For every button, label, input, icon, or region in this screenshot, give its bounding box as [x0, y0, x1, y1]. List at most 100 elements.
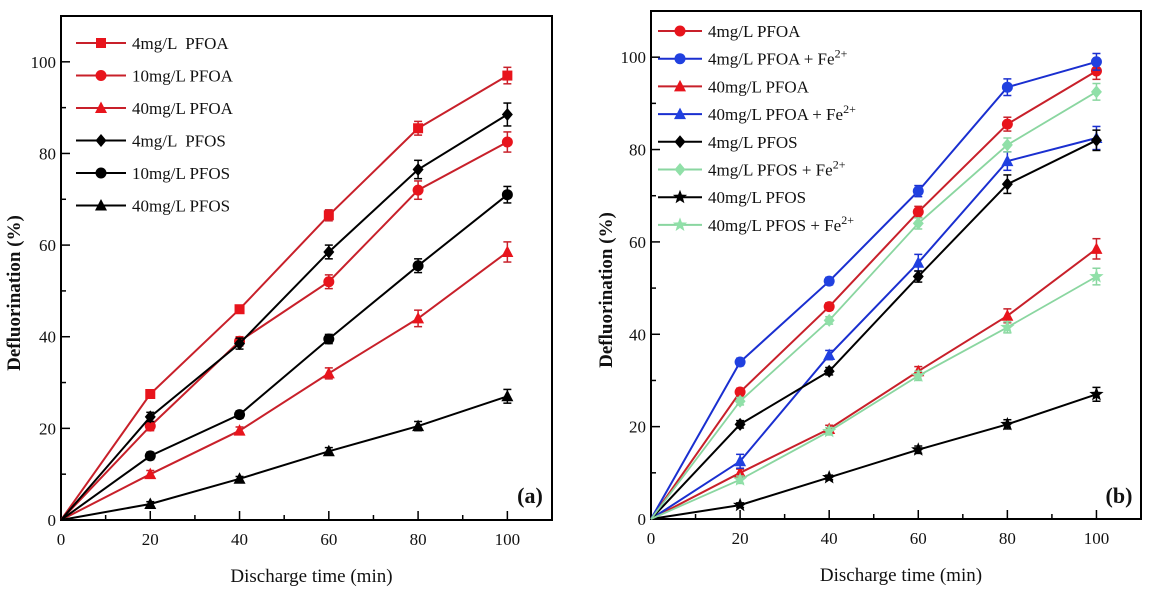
- data-point: [1090, 56, 1102, 68]
- legend-label-text: 10mg/L PFOS: [132, 164, 230, 183]
- legend-label: 40mg/L PFOS: [708, 188, 806, 207]
- data-point: [1001, 154, 1014, 167]
- data-point: [233, 472, 246, 484]
- data-point: [823, 364, 835, 378]
- legend-marker: [672, 217, 688, 231]
- legend-label: 10mg/L PFOA: [132, 67, 234, 86]
- data-point: [233, 424, 246, 436]
- legend-marker: [674, 79, 686, 92]
- y-tick-label: 40: [629, 325, 646, 344]
- legend-marker: [674, 107, 686, 120]
- data-point: [823, 301, 835, 313]
- legend-label: 4mg/L PFOA: [132, 34, 229, 53]
- y-tick-label: 40: [39, 328, 56, 347]
- data-point: [501, 245, 514, 257]
- series-line: [60, 251, 508, 521]
- legend-label: 40mg/L PFOS + Fe2+: [708, 213, 854, 235]
- y-axis-title: Defluorination (%): [596, 212, 617, 368]
- data-point: [502, 70, 513, 81]
- legend-entry: 4mg/L PFOS: [76, 132, 226, 151]
- data-point: [912, 270, 924, 284]
- series-1: [60, 131, 513, 521]
- data-point: [823, 348, 836, 361]
- series-line: [60, 193, 509, 521]
- y-tick-label: 60: [629, 233, 646, 252]
- data-point: [823, 313, 835, 327]
- data-point: [234, 337, 246, 351]
- legend-label-text: 4mg/L PFOA + Fe: [708, 50, 835, 69]
- data-point: [912, 216, 924, 230]
- legend-entry: 4mg/L PFOA: [76, 34, 229, 53]
- x-axis-title: Discharge time (min): [820, 565, 982, 586]
- legend-label-text: 40mg/L PFOA: [132, 99, 234, 118]
- panel-b: 0 20 40 60 80 100 0 20 40 60 80 100 Discharge time (…: [596, 10, 1142, 586]
- legend-label: 10mg/L PFOS: [132, 164, 230, 183]
- series-7: [650, 267, 1104, 520]
- data-point: [1090, 242, 1103, 254]
- data-point: [412, 184, 424, 196]
- legend-marker: [95, 167, 107, 179]
- legend-entry: 40mg/L PFOS + Fe2+: [658, 213, 854, 235]
- series-0: [650, 61, 1102, 520]
- data-point: [412, 311, 425, 324]
- data-point: [1001, 177, 1013, 191]
- data-point: [734, 417, 746, 431]
- x-tick-label: 100: [1084, 529, 1110, 548]
- legend-entry: 4mg/L PFOS: [658, 133, 798, 152]
- data-point: [412, 162, 424, 176]
- data-point: [734, 454, 747, 467]
- panel-label: (a): [517, 483, 543, 508]
- y-tick-label: 100: [31, 53, 57, 72]
- legend-label-text: 4mg/L PFOA: [708, 22, 801, 41]
- legend-marker: [672, 189, 688, 204]
- legend-entry: 4mg/L PFOS + Fe2+: [658, 158, 846, 180]
- legend-marker: [95, 70, 107, 81]
- data-point: [323, 210, 334, 221]
- legend-label: 40mg/L PFOA: [132, 99, 234, 118]
- legend-marker: [95, 199, 107, 211]
- legend-label: 40mg/L PFOA: [708, 77, 810, 96]
- data-point: [234, 304, 245, 315]
- data-point: [1089, 386, 1104, 401]
- series-1: [650, 52, 1102, 520]
- series-line: [650, 275, 1097, 520]
- series-line: [60, 113, 508, 521]
- data-point: [144, 467, 157, 480]
- x-tick-label: 40: [821, 529, 838, 548]
- legend-label-superscript: 2+: [835, 47, 848, 61]
- x-tick-label: 0: [57, 530, 66, 549]
- x-tick-label: 80: [410, 530, 427, 549]
- legend-label-text: 4mg/L PFOS: [708, 133, 798, 152]
- legend-entry: 40mg/L PFOA: [76, 99, 234, 118]
- legend-entry: 40mg/L PFOA + Fe2+: [658, 102, 856, 124]
- legend-marker: [674, 163, 686, 176]
- series-line: [650, 248, 1098, 520]
- data-point: [732, 472, 748, 486]
- legend-entry: 40mg/L PFOS: [658, 188, 806, 207]
- data-point: [234, 409, 246, 421]
- y-tick-label: 0: [638, 510, 647, 529]
- legend-label: 4mg/L PFOS: [708, 133, 798, 152]
- data-point: [322, 444, 335, 457]
- legend-label-text: 10mg/L PFOA: [132, 67, 234, 86]
- data-point: [412, 419, 425, 432]
- legend-marker: [95, 101, 107, 113]
- series-5: [60, 388, 514, 521]
- x-tick-label: 60: [320, 530, 337, 549]
- data-point: [1089, 269, 1104, 283]
- series-line: [650, 70, 1098, 520]
- y-tick-label: 100: [621, 48, 647, 67]
- series-line: [60, 141, 508, 521]
- legend-marker: [674, 25, 686, 37]
- data-point: [1001, 118, 1013, 130]
- data-point: [734, 356, 746, 368]
- data-point: [912, 256, 925, 268]
- legend-entry: 4mg/L PFOA + Fe2+: [658, 47, 848, 69]
- data-point: [912, 185, 924, 197]
- data-point: [1001, 138, 1013, 152]
- data-point: [1000, 416, 1015, 431]
- series-line: [650, 137, 1097, 520]
- legend-marker: [95, 134, 107, 147]
- y-tick-label: 20: [629, 418, 646, 437]
